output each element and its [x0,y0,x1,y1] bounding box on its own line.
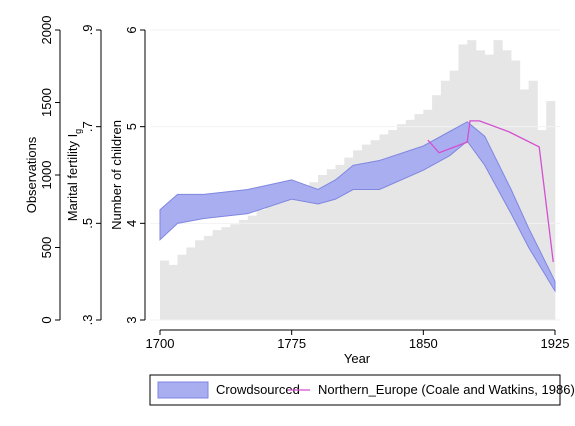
observation-bar [168,264,178,320]
y-axis-title: Number of children [109,120,124,230]
observation-bar [511,60,521,320]
observation-bar [379,134,389,320]
legend-box [149,374,561,406]
observation-bar [221,227,231,320]
y2-axis-tick-label: .5 [80,218,95,229]
observation-bar [370,140,380,320]
observation-bar [300,189,310,320]
y2-title-text: Marital fertility I [65,134,80,221]
observation-bar [282,195,292,320]
observation-bar [335,164,345,320]
observation-bar [449,70,459,320]
y3-axis-tick-label: 0 [39,316,54,323]
observation-bar [291,192,301,320]
series-line [427,120,554,263]
observation-bar [361,144,371,320]
observation-bar [423,109,433,320]
y2-axis-tick-label: .3 [80,315,95,326]
observation-bar [318,175,328,320]
observation-bar [405,119,415,321]
y2-title-sub: g [73,129,83,134]
observation-bar [344,157,354,320]
observation-bar [203,235,213,320]
y2-axis-title: Marital fertility Ig [65,129,83,221]
observation-bar [265,205,275,320]
observation-bar [186,247,196,320]
x-tick-label: 1925 [541,336,570,351]
observation-bar [177,254,187,320]
observation-bar [212,230,222,320]
observation-bar [476,50,486,321]
x-tick-label: 1700 [146,336,175,351]
observation-bar [432,95,442,320]
observation-bar [458,44,468,320]
observation-bar [160,260,170,320]
y3-axis-tick-label: 1000 [39,161,54,190]
legend-swatch [157,381,209,399]
y2-axis-tick-label: .7 [80,121,95,132]
observation-bar [440,80,450,320]
y3-axis-tick-label: 500 [39,237,54,259]
x-tick-label: 1850 [409,336,438,351]
observation-bar [274,199,284,320]
y-axis-tick-label: 5 [124,123,139,130]
x-tick-label: 1775 [277,336,306,351]
observation-bar [519,89,529,320]
legend-label: Northern_Europe (Coale and Watkins, 1986… [318,382,575,397]
observation-bar [239,219,249,320]
legend-label: Crowdsourced [216,382,300,397]
y-axis-tick-label: 6 [124,26,139,33]
observation-bar [256,209,266,320]
y3-axis-title: Observations [24,136,39,213]
observation-bar [326,169,336,320]
observation-bar [528,80,538,320]
observation-bar [467,40,477,321]
y-axis-tick-label: 4 [124,220,139,227]
observation-bar [546,101,556,320]
observation-bar [484,54,494,321]
y3-axis-tick-label: 1500 [39,88,54,117]
observation-bar [195,240,205,320]
y3-axis-tick-label: 2000 [39,16,54,45]
observation-bar [353,150,363,320]
crowdsourced-band [159,121,556,293]
y-axis-tick-label: 3 [124,316,139,323]
observation-bar [247,215,257,320]
observation-bar [397,124,407,320]
observation-bar [309,182,319,320]
observation-bar [388,130,398,320]
observation-bar [414,114,424,320]
y2-axis-tick-label: .9 [80,25,95,36]
observation-bar [537,130,547,320]
x-axis-title: Year [344,351,371,366]
observation-bar [230,224,240,320]
